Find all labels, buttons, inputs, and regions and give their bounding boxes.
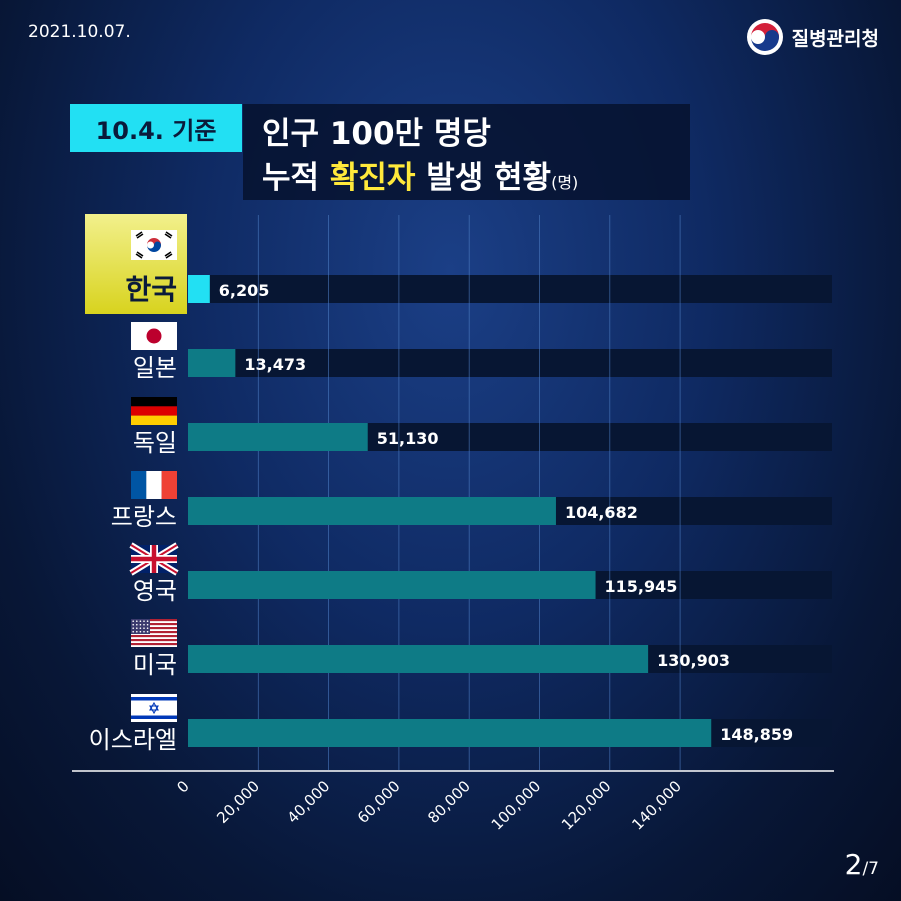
value-label: 13,473 [244,355,306,374]
country-label: 이스라엘 [88,726,177,754]
page-current: 2 [844,848,863,881]
x-tick-label: 120,000 [558,777,615,834]
bar [188,719,712,747]
bar [188,571,596,599]
value-label: 148,859 [720,725,793,744]
country-label: 일본 [132,354,177,382]
bar-track [188,275,832,303]
value-label: 130,903 [657,651,730,670]
uk-flag-icon [129,542,179,576]
x-tick-label: 20,000 [213,777,263,827]
value-label: 51,130 [377,429,439,448]
x-tick-label: 0 [173,777,192,796]
value-label: 104,682 [565,503,638,522]
bar [188,645,649,673]
country-label: 영국 [132,577,177,605]
germany-flag-icon [131,397,177,425]
country-label: 독일 [132,429,177,457]
org-name: 질병관리청 [791,27,879,50]
japan-flag-icon [131,322,177,350]
title-line2-prefix: 누적 [262,160,330,196]
value-label: 6,205 [219,281,270,300]
israel-flag-icon [131,694,177,722]
country-label: 미국 [132,651,177,679]
country-label: 한국 [125,273,177,306]
title-line2-suffix: 발생 현황 [415,160,552,196]
country-label: 프랑스 [110,503,177,531]
page-indicator: 2/7 [845,848,879,881]
bar [188,497,556,525]
title-highlight: 확진자 [329,160,416,196]
date-basis-badge: 10.4. 기준 [70,104,242,152]
x-tick-label: 60,000 [354,777,404,827]
x-tick-label: 40,000 [284,777,334,827]
date-label: 2021.10.07. [28,22,131,42]
page-total: /7 [862,859,879,879]
chart-title-line2: 누적 확진자 발생 현황(명) [262,152,578,197]
bar [188,349,236,377]
x-tick-label: 80,000 [424,777,474,827]
france-flag-icon [131,471,177,499]
usa-flag-icon [131,619,177,647]
x-tick-label: 140,000 [628,777,685,834]
bar [188,275,210,303]
taegeuk-logo-icon [746,19,783,55]
bar [188,423,368,451]
kdca-logo: 질병관리청 [746,18,879,56]
title-unit: (명) [551,173,579,192]
korea-flag-icon [131,230,177,260]
chart-title-line1: 인구 100만 명당 [262,116,491,152]
title-background [243,104,690,200]
value-label: 115,945 [605,577,678,596]
bar-track [188,349,832,377]
x-tick-label: 100,000 [488,777,545,834]
